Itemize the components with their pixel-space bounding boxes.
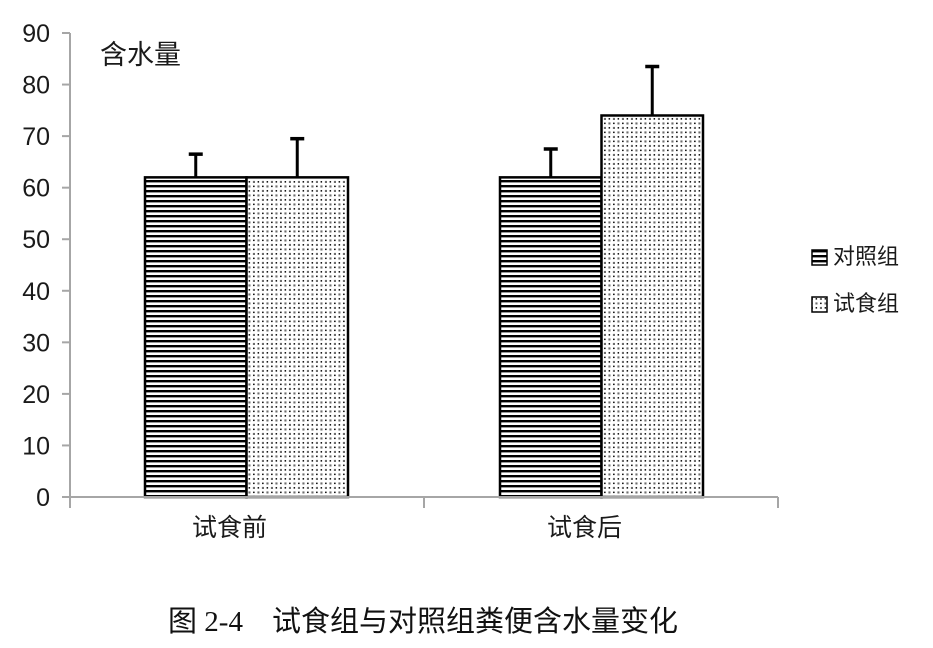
y-tick-label: 50 bbox=[22, 226, 50, 254]
y-axis-title: 含水量 bbox=[100, 40, 181, 70]
x-category-label: 试食后 bbox=[547, 514, 622, 542]
y-tick-label: 30 bbox=[22, 329, 50, 357]
legend-label: 对照组 bbox=[833, 244, 899, 269]
y-tick-label: 70 bbox=[22, 123, 50, 151]
y-tick-label: 90 bbox=[22, 20, 50, 48]
bar bbox=[143, 176, 248, 499]
y-tick-label: 10 bbox=[22, 432, 50, 460]
bar bbox=[245, 176, 350, 499]
y-tick-label: 20 bbox=[22, 381, 50, 409]
legend-swatch bbox=[811, 249, 828, 266]
bar bbox=[498, 176, 603, 499]
legend-label: 试食组 bbox=[833, 291, 899, 316]
legend-swatch bbox=[811, 296, 828, 313]
y-tick-label: 0 bbox=[36, 484, 50, 512]
figure-caption: 图 2-4 试食组与对照组粪便含水量变化 bbox=[168, 606, 678, 638]
y-tick-label: 60 bbox=[22, 175, 50, 203]
y-tick-label: 80 bbox=[22, 72, 50, 100]
bar bbox=[600, 114, 705, 499]
y-tick-label: 40 bbox=[22, 278, 50, 306]
x-category-label: 试食前 bbox=[192, 514, 267, 542]
